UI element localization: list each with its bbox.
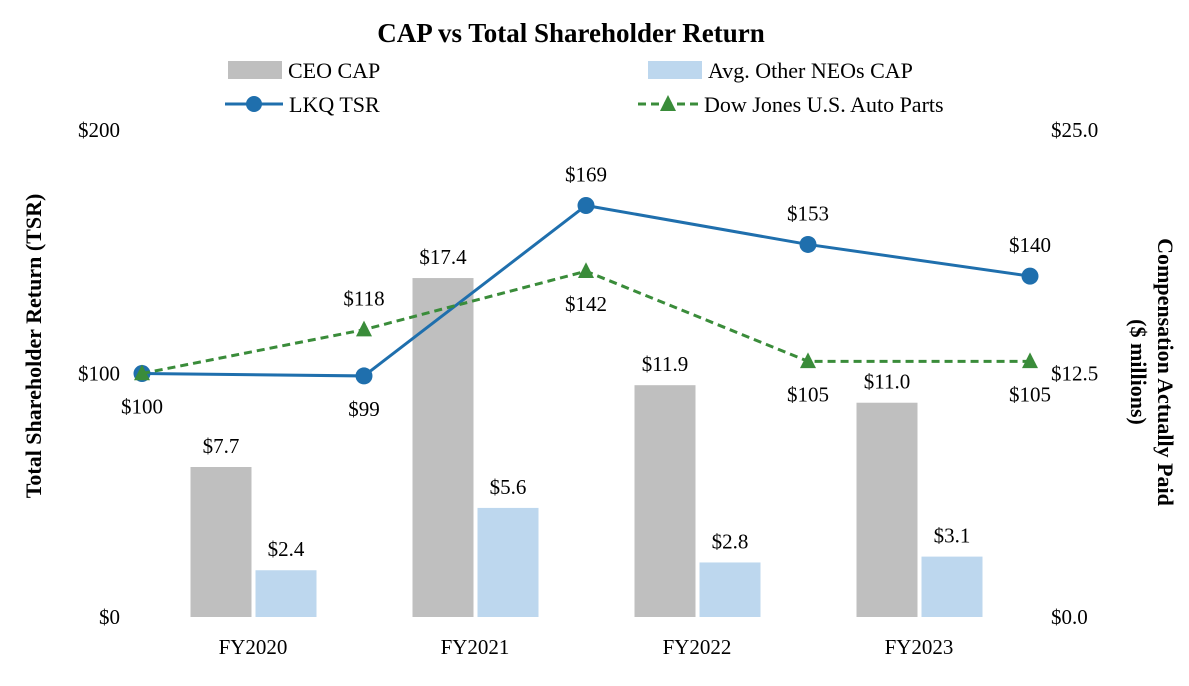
ceo-cap-bar-label: $17.4	[419, 245, 467, 269]
ceo-cap-bar-label: $7.7	[203, 434, 240, 458]
lines	[133, 196, 1039, 385]
left-tick-label: $200	[78, 118, 120, 142]
legend: CEO CAP Avg. Other NEOs CAP LKQ TSR Dow Jon…	[225, 58, 944, 117]
lkq-tsr-label: $169	[565, 162, 607, 186]
dow-jones-marker	[356, 320, 372, 337]
ceo-cap-bar-label: $11.0	[864, 370, 910, 394]
lkq-tsr-marker	[577, 196, 595, 214]
right-tick-label: $12.5	[1051, 362, 1098, 386]
category-label: FY2023	[885, 635, 954, 659]
category-label: FY2020	[219, 635, 288, 659]
ceo-cap-bar	[856, 402, 918, 617]
dow-jones-marker	[800, 352, 816, 369]
right-tick-label: $25.0	[1051, 118, 1098, 142]
legend-triangle-marker	[660, 95, 676, 111]
legend-swatch	[648, 61, 702, 79]
left-axis-title: Total Shareholder Return (TSR)	[21, 194, 46, 499]
neo-cap-bar	[255, 570, 317, 617]
data-labels: $7.7 $17.4 $11.9 $11.0 $2.4 $5.6 $2.8 $3.1 $100 $…	[121, 162, 1051, 561]
ceo-cap-bar	[412, 278, 474, 617]
dow-jones-marker	[1022, 352, 1038, 369]
dow-jones-line	[141, 269, 1030, 375]
lkq-tsr-label: $140	[1009, 233, 1051, 257]
legend-swatch	[228, 61, 282, 79]
left-tick-label: $100	[78, 362, 120, 386]
neo-cap-bar-label: $3.1	[934, 524, 971, 548]
chart-title: CAP vs Total Shareholder Return	[377, 18, 765, 48]
dow-jones-label: $142	[565, 292, 607, 316]
category-label: FY2021	[441, 635, 510, 659]
neo-cap-bar	[921, 556, 983, 617]
neo-cap-bar	[477, 507, 539, 617]
lkq-tsr-marker	[1021, 267, 1039, 285]
neo-cap-bar-label: $2.8	[712, 529, 749, 553]
left-tick-label: $0	[99, 605, 120, 629]
right-tick-label: $0.0	[1051, 605, 1088, 629]
neo-cap-bar-label: $2.4	[268, 537, 305, 561]
legend-label: Dow Jones U.S. Auto Parts	[704, 92, 944, 117]
dow-jones-label: $105	[1009, 382, 1051, 406]
legend-label: Avg. Other NEOs CAP	[708, 58, 913, 83]
dow-jones-label: $118	[343, 287, 384, 311]
right-axis-title-line1: Compensation Actually Paid	[1153, 238, 1178, 506]
neo-cap-bar	[699, 562, 761, 617]
dow-jones-label: $105	[787, 382, 829, 406]
right-axis-title-line2: ($ millions)	[1126, 319, 1151, 425]
ceo-cap-bar-label: $11.9	[642, 352, 688, 376]
lkq-tsr-label: $153	[787, 201, 829, 225]
lkq-tsr-label: $99	[348, 397, 380, 421]
lkq-tsr-marker	[355, 367, 373, 385]
legend-label: LKQ TSR	[289, 92, 380, 117]
category-label: FY2022	[663, 635, 732, 659]
dow-jones-marker	[134, 364, 150, 381]
lkq-tsr-marker	[799, 235, 817, 253]
bars	[190, 278, 983, 617]
neo-cap-bar-label: $5.6	[490, 475, 527, 499]
legend-circle-marker	[246, 96, 262, 112]
lkq-tsr-line	[141, 203, 1031, 378]
legend-label: CEO CAP	[288, 58, 380, 83]
ceo-cap-bar	[190, 467, 252, 617]
lkq-tsr-label: $100	[121, 395, 163, 419]
dow-jones-marker	[578, 262, 594, 278]
axes: $0 $100 $200 $0.0 $12.5 $25.0 Total Shareholde…	[21, 118, 1178, 659]
ceo-cap-bar	[634, 385, 696, 617]
